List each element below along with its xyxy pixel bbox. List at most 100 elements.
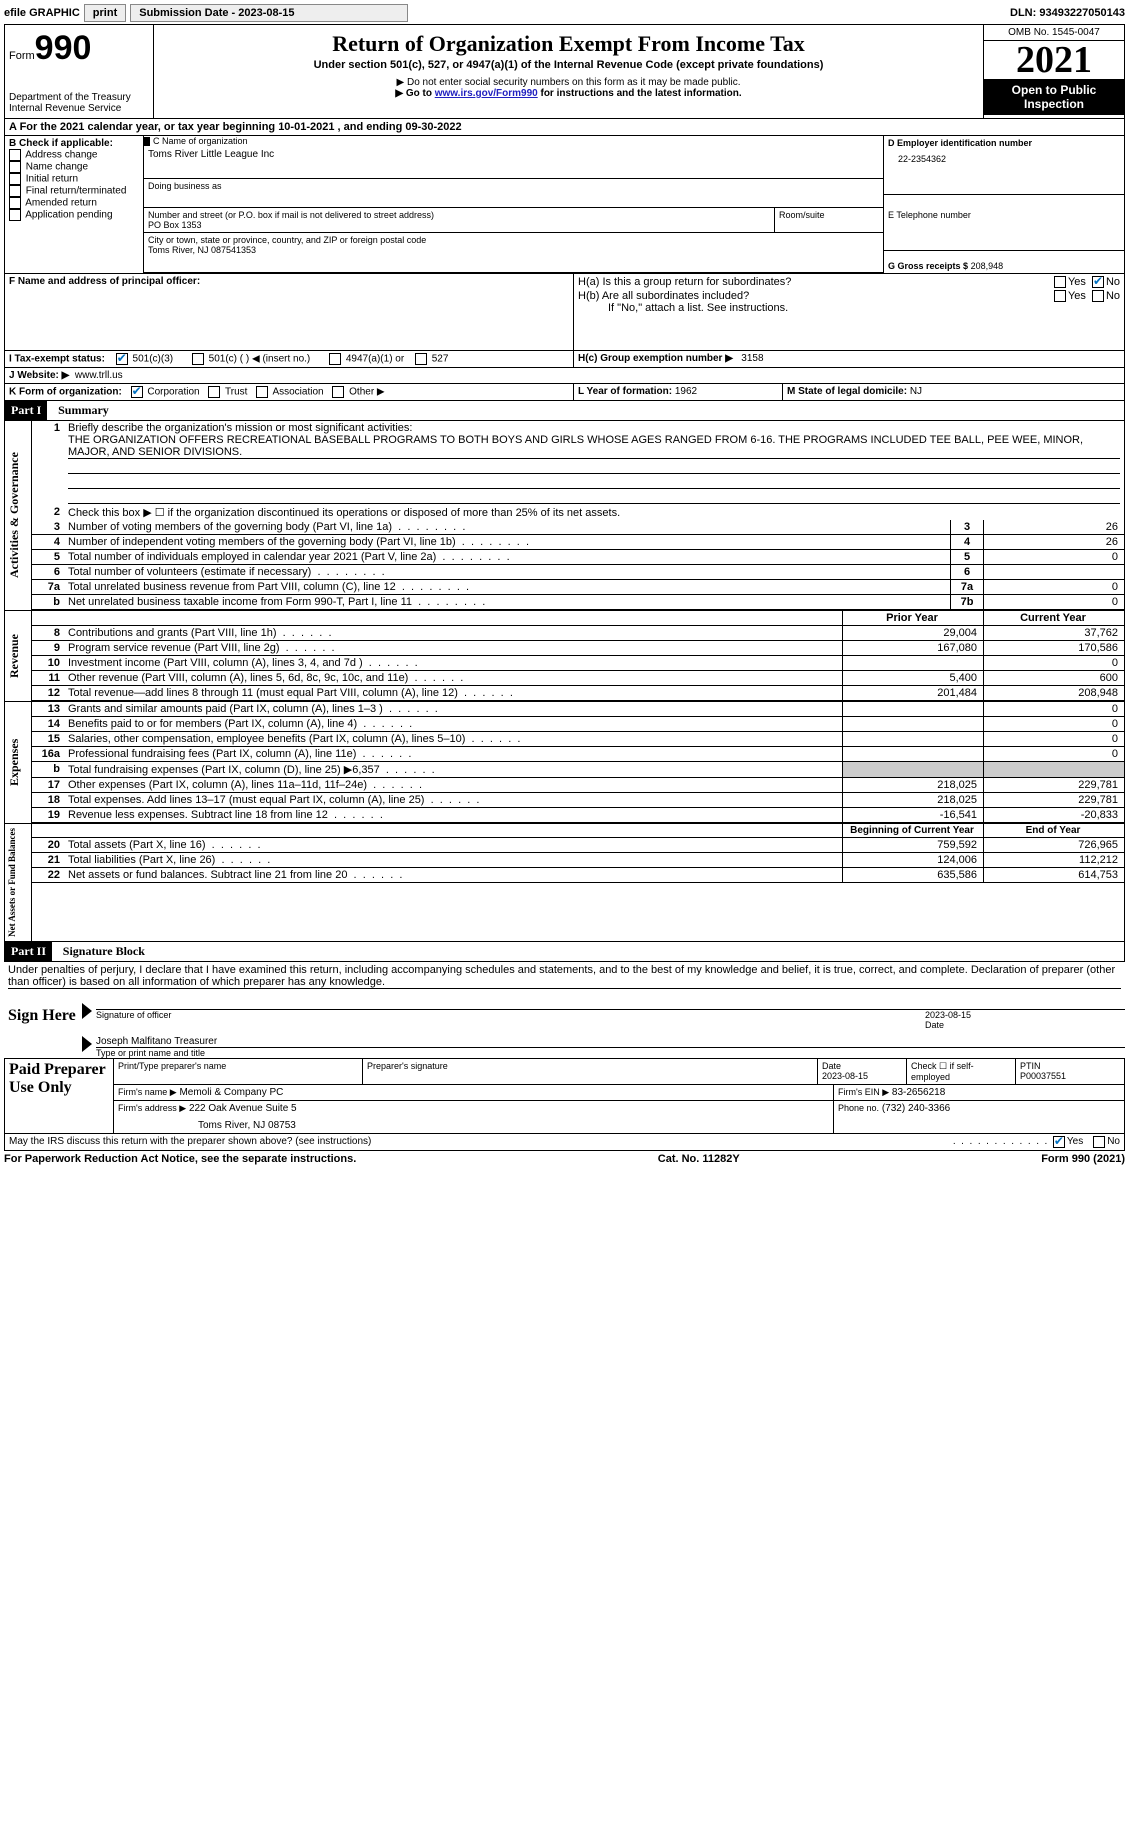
b-item: Initial return <box>9 173 139 185</box>
section-b-to-g: B Check if applicable: Address change Na… <box>4 136 1125 274</box>
no-label2: No <box>1106 290 1120 302</box>
b-checkbox[interactable] <box>9 161 21 173</box>
b-item: Name change <box>9 161 139 173</box>
hb-note: If "No," attach a list. See instructions… <box>578 302 1120 314</box>
table-row: bNet unrelated business taxable income f… <box>32 595 1124 610</box>
dln: DLN: 93493227050143 <box>1010 7 1125 19</box>
col-current: Current Year <box>984 611 1125 626</box>
self-employed: Check ☐ if self-employed <box>907 1059 1016 1084</box>
j-label: J Website: ▶ <box>9 370 69 381</box>
table-row: 22Net assets or fund balances. Subtract … <box>32 868 1124 883</box>
irs-label: Internal Revenue Service <box>9 103 149 114</box>
assoc-checkbox[interactable] <box>256 386 268 398</box>
city-label: City or town, state or province, country… <box>148 235 426 245</box>
firm-addr2: Toms River, NJ 08753 <box>118 1114 829 1131</box>
527-label: 527 <box>432 354 449 365</box>
ptin: P00037551 <box>1020 1071 1066 1081</box>
col-begin: Beginning of Current Year <box>843 824 984 838</box>
print-button[interactable]: print <box>84 4 126 22</box>
form-subtitle: Under section 501(c), 527, or 4947(a)(1)… <box>158 59 979 71</box>
sig-name: Joseph Malfitano Treasurer <box>96 1036 1125 1048</box>
b-checkbox[interactable] <box>9 149 21 161</box>
b-checkbox[interactable] <box>9 173 21 185</box>
sign-here-label: Sign Here <box>4 991 82 1058</box>
city: Toms River, NJ 087541353 <box>148 245 879 255</box>
b-checkbox[interactable] <box>9 209 21 221</box>
col-prior: Prior Year <box>843 611 984 626</box>
footer-right: Form 990 (2021) <box>1041 1153 1125 1165</box>
m-label: M State of legal domicile: <box>787 386 907 397</box>
g-value: 208,948 <box>971 261 1004 271</box>
4947-checkbox[interactable] <box>329 353 341 365</box>
firm-name: Memoli & Company PC <box>179 1087 283 1098</box>
discuss-yes-checkbox[interactable] <box>1053 1136 1065 1148</box>
table-row: bTotal fundraising expenses (Part IX, co… <box>32 762 1124 778</box>
vlabel-expenses: Expenses <box>5 702 24 823</box>
footer-left: For Paperwork Reduction Act Notice, see … <box>4 1153 356 1165</box>
arrow-icon <box>82 1003 92 1019</box>
ptin-label: PTIN <box>1020 1061 1041 1071</box>
part2-badge: Part II <box>5 942 52 961</box>
footer-mid: Cat. No. 11282Y <box>658 1153 740 1165</box>
org-name: Toms River Little League Inc <box>144 147 883 162</box>
form-number: Form990 <box>9 29 149 68</box>
part1-title: Summary <box>50 403 109 417</box>
501c-label: 501(c) ( ) ◀ (insert no.) <box>209 354 311 365</box>
line-a: A For the 2021 calendar year, or tax yea… <box>4 119 1125 136</box>
vlabel-netassets: Net Assets or Fund Balances <box>5 824 19 941</box>
section-j: J Website: ▶ www.trll.us <box>4 368 1125 384</box>
ha-no-checkbox[interactable] <box>1092 276 1104 288</box>
efile-label: efile GRAPHIC <box>4 7 80 19</box>
prep-sig-label: Preparer's signature <box>363 1059 818 1084</box>
501c3-checkbox[interactable] <box>116 353 128 365</box>
501c-checkbox[interactable] <box>192 353 204 365</box>
part2-header-row: Part II Signature Block <box>4 942 1125 962</box>
b-item: Amended return <box>9 197 139 209</box>
form-title: Return of Organization Exempt From Incom… <box>158 31 979 57</box>
other-checkbox[interactable] <box>332 386 344 398</box>
expenses-section: Expenses 13Grants and similar amounts pa… <box>4 702 1125 824</box>
b-checkbox[interactable] <box>9 185 21 197</box>
b-item: Address change <box>9 149 139 161</box>
table-row: 3Number of voting members of the governi… <box>32 520 1124 535</box>
table-row: 14Benefits paid to or for members (Part … <box>32 717 1124 732</box>
public-inspection: Open to Public Inspection <box>984 79 1124 115</box>
assoc-label: Association <box>272 387 323 398</box>
prep-name-label: Print/Type preparer's name <box>114 1059 363 1084</box>
hb-no-checkbox[interactable] <box>1092 290 1104 302</box>
vlabel-governance: Activities & Governance <box>5 421 24 610</box>
ha-yes-checkbox[interactable] <box>1054 276 1066 288</box>
g-label: G Gross receipts $ <box>888 261 968 271</box>
form-prefix: Form <box>9 50 35 62</box>
k-label: K Form of organization: <box>9 387 122 398</box>
hb-label: H(b) Are all subordinates included? <box>578 290 1054 302</box>
table-row: 5Total number of individuals employed in… <box>32 550 1124 565</box>
firm-ein-label: Firm's EIN ▶ <box>838 1087 889 1097</box>
col-end: End of Year <box>984 824 1125 838</box>
discuss-no-checkbox[interactable] <box>1093 1136 1105 1148</box>
trust-checkbox[interactable] <box>208 386 220 398</box>
paid-preparer-label: Paid Preparer Use Only <box>5 1059 114 1133</box>
table-row: 9Program service revenue (Part VIII, lin… <box>32 641 1124 656</box>
b-checkbox[interactable] <box>9 197 21 209</box>
paid-preparer-block: Paid Preparer Use Only Print/Type prepar… <box>4 1059 1125 1134</box>
page-footer: For Paperwork Reduction Act Notice, see … <box>4 1151 1125 1165</box>
sign-here-block: Sign Here Signature of officer 2023-08-1… <box>4 991 1125 1059</box>
table-row: 6Total number of volunteers (estimate if… <box>32 565 1124 580</box>
b-item: Final return/terminated <box>9 185 139 197</box>
527-checkbox[interactable] <box>415 353 427 365</box>
b-label: B Check if applicable: <box>9 138 139 149</box>
hb-yes-checkbox[interactable] <box>1054 290 1066 302</box>
d-label: D Employer identification number <box>888 138 1120 148</box>
hc-value: 3158 <box>741 353 763 364</box>
irs-link[interactable]: www.irs.gov/Form990 <box>435 88 538 99</box>
arrow-icon2 <box>82 1036 92 1052</box>
yes-label2: Yes <box>1068 290 1086 302</box>
501c3-label: 501(c)(3) <box>133 354 174 365</box>
table-row: 15Salaries, other compensation, employee… <box>32 732 1124 747</box>
declaration-text: Under penalties of perjury, I declare th… <box>8 964 1121 989</box>
m-value: NJ <box>910 386 922 397</box>
corp-checkbox[interactable] <box>131 386 143 398</box>
corp-label: Corporation <box>147 387 199 398</box>
hc-label: H(c) Group exemption number ▶ <box>578 353 733 364</box>
